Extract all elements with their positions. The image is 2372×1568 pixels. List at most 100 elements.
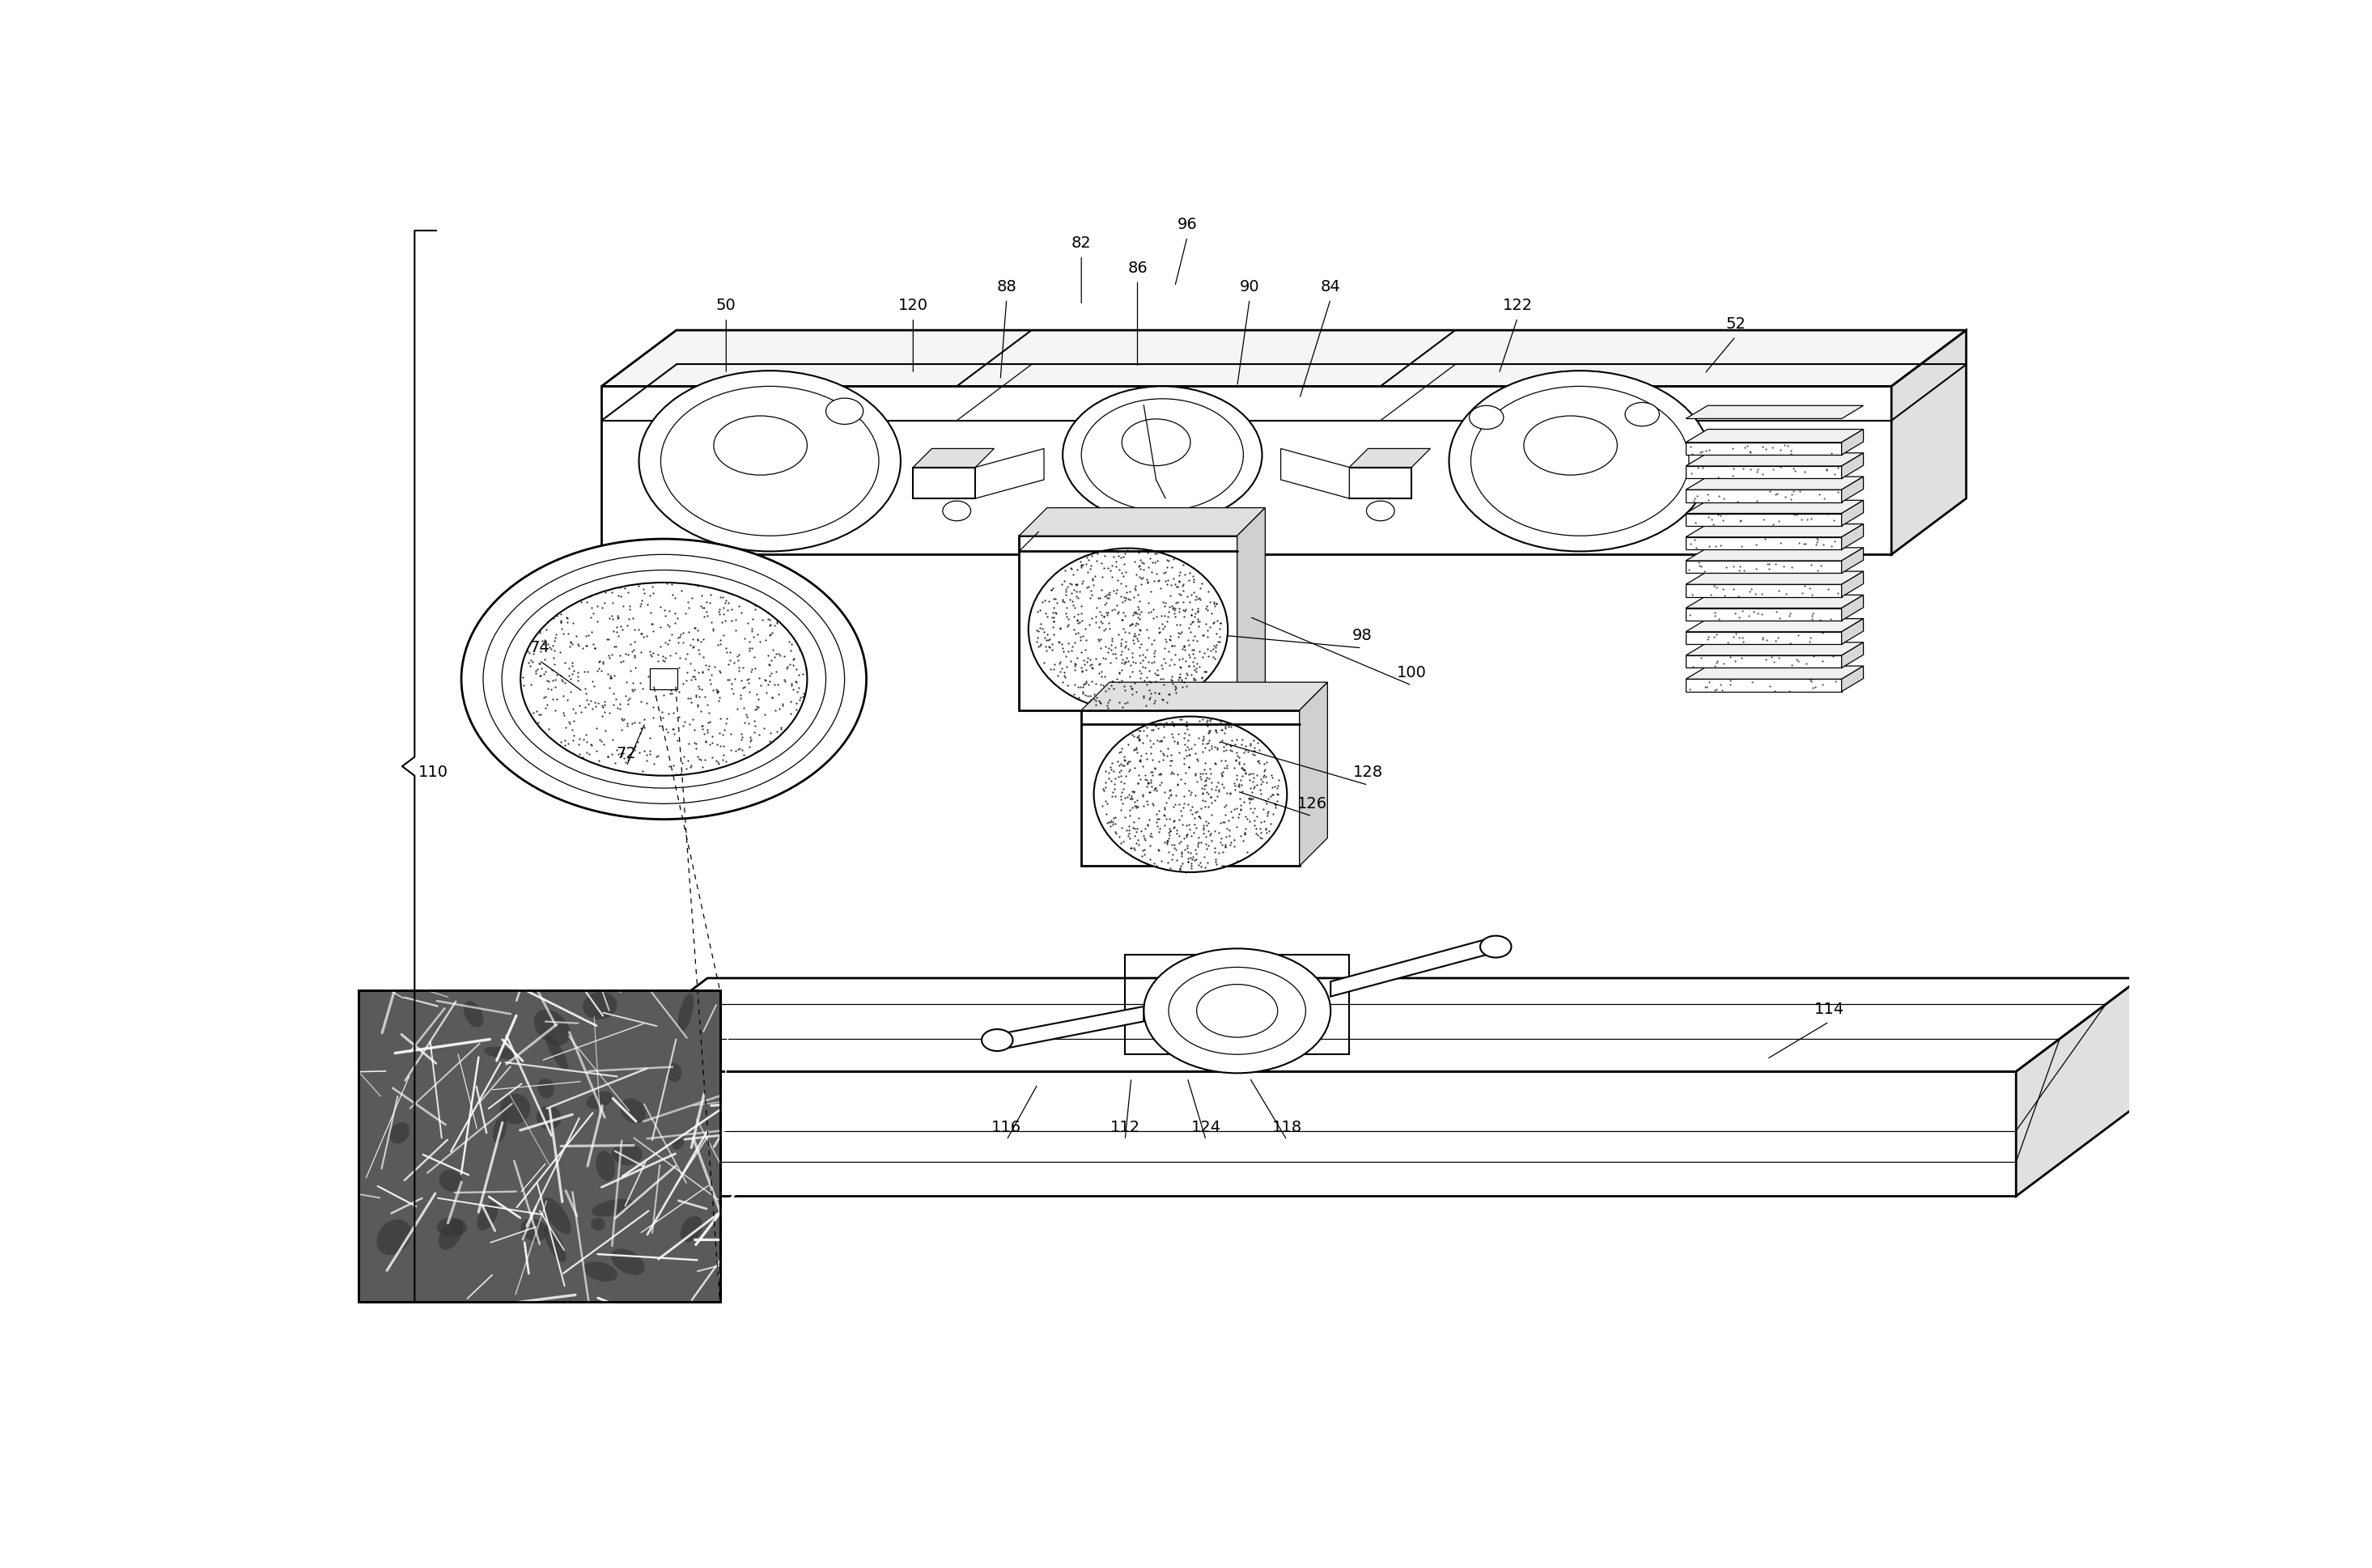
Bar [358, 991, 721, 1301]
Text: 90: 90 [1241, 279, 1260, 295]
Ellipse shape [484, 555, 844, 804]
Ellipse shape [591, 1200, 633, 1217]
Text: 74: 74 [529, 640, 550, 655]
Ellipse shape [1523, 416, 1618, 475]
Text: 98: 98 [1352, 627, 1371, 643]
Text: 86: 86 [1127, 260, 1148, 276]
Ellipse shape [477, 1203, 498, 1231]
Text: 118: 118 [1271, 1120, 1302, 1135]
Polygon shape [1020, 536, 1238, 710]
Text: 50: 50 [716, 298, 735, 314]
Ellipse shape [714, 416, 806, 475]
Polygon shape [1686, 489, 1841, 502]
Ellipse shape [612, 1248, 645, 1275]
Text: 114: 114 [1815, 1002, 1843, 1018]
Ellipse shape [389, 1123, 410, 1143]
Text: 52: 52 [1724, 317, 1746, 332]
Polygon shape [1350, 467, 1411, 499]
Polygon shape [584, 1071, 2016, 1196]
Polygon shape [1350, 448, 1430, 467]
Ellipse shape [463, 1000, 484, 1027]
Polygon shape [1686, 632, 1841, 644]
Polygon shape [1841, 619, 1864, 644]
Polygon shape [1686, 561, 1841, 574]
Polygon shape [602, 386, 1890, 555]
Polygon shape [1841, 430, 1864, 455]
Polygon shape [1686, 679, 1841, 691]
Ellipse shape [538, 1079, 555, 1098]
Ellipse shape [942, 500, 970, 521]
Polygon shape [1686, 453, 1864, 466]
Polygon shape [1686, 608, 1841, 621]
Bar [650, 668, 678, 690]
Polygon shape [1841, 643, 1864, 668]
Ellipse shape [546, 1035, 567, 1069]
Polygon shape [1841, 547, 1864, 574]
Polygon shape [1686, 594, 1864, 608]
Text: 124: 124 [1191, 1120, 1222, 1135]
Polygon shape [975, 448, 1044, 499]
Ellipse shape [439, 1170, 463, 1192]
Ellipse shape [1195, 985, 1279, 1038]
Ellipse shape [1029, 549, 1229, 710]
Text: 84: 84 [1321, 279, 1340, 295]
Text: 126: 126 [1297, 797, 1326, 811]
Text: 112: 112 [1110, 1120, 1141, 1135]
Polygon shape [1841, 571, 1864, 597]
Text: 72: 72 [617, 746, 636, 762]
Ellipse shape [667, 1063, 681, 1082]
Ellipse shape [1093, 717, 1288, 872]
Polygon shape [1686, 571, 1864, 585]
Polygon shape [1006, 1007, 1143, 1047]
Polygon shape [1686, 585, 1841, 597]
Polygon shape [913, 467, 975, 499]
Ellipse shape [1625, 403, 1660, 426]
Polygon shape [1686, 619, 1864, 632]
Ellipse shape [621, 1098, 645, 1123]
Ellipse shape [439, 1218, 463, 1250]
Polygon shape [1686, 430, 1864, 442]
Polygon shape [1686, 547, 1864, 561]
Ellipse shape [500, 1094, 531, 1124]
Polygon shape [1841, 500, 1864, 525]
Polygon shape [1841, 477, 1864, 502]
Ellipse shape [1122, 419, 1191, 466]
Ellipse shape [586, 1091, 612, 1109]
Polygon shape [1686, 406, 1864, 419]
Ellipse shape [595, 1151, 614, 1181]
Text: 110: 110 [417, 765, 448, 781]
Ellipse shape [584, 993, 617, 1019]
Bar [1124, 955, 1350, 1054]
Ellipse shape [825, 398, 863, 425]
Bar [358, 991, 721, 1301]
Ellipse shape [681, 1217, 702, 1242]
Polygon shape [602, 331, 1966, 386]
Polygon shape [584, 978, 2140, 1071]
Ellipse shape [1449, 370, 1710, 552]
Ellipse shape [503, 571, 825, 789]
Ellipse shape [612, 1143, 643, 1165]
Ellipse shape [536, 1105, 562, 1129]
Polygon shape [1686, 536, 1841, 549]
Polygon shape [1238, 508, 1264, 710]
Polygon shape [1686, 666, 1864, 679]
Polygon shape [1300, 682, 1328, 866]
Text: 82: 82 [1072, 235, 1091, 251]
Ellipse shape [493, 1116, 508, 1143]
Text: 100: 100 [1397, 665, 1426, 681]
Ellipse shape [377, 1220, 410, 1254]
Ellipse shape [1169, 967, 1305, 1054]
Ellipse shape [1471, 386, 1689, 536]
Ellipse shape [584, 1262, 617, 1281]
Ellipse shape [522, 1218, 548, 1242]
Polygon shape [1082, 710, 1300, 866]
Polygon shape [1686, 524, 1864, 536]
Polygon shape [1841, 524, 1864, 549]
Ellipse shape [460, 539, 866, 818]
Ellipse shape [1063, 386, 1262, 524]
Polygon shape [2016, 978, 2140, 1196]
Polygon shape [1890, 331, 1966, 555]
Polygon shape [1082, 682, 1328, 710]
Ellipse shape [543, 1226, 567, 1262]
Polygon shape [913, 448, 994, 467]
